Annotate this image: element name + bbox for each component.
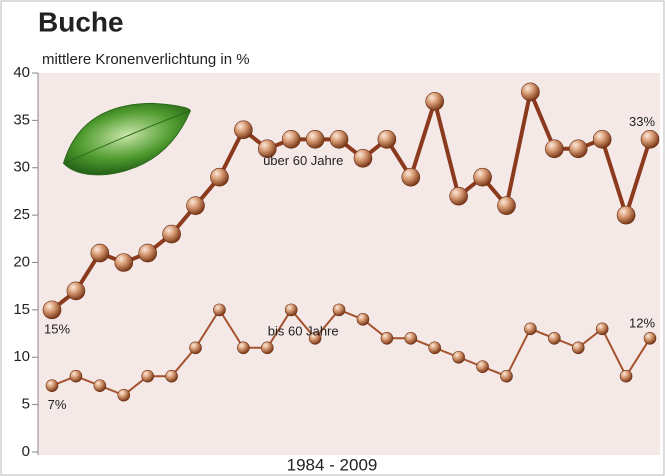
value-label: 12% — [629, 316, 655, 331]
chart-title: Buche — [38, 6, 124, 37]
marker — [237, 341, 250, 355]
marker — [93, 379, 107, 392]
value-label: 33% — [629, 114, 655, 129]
marker — [380, 331, 394, 345]
marker — [521, 82, 540, 102]
marker — [595, 322, 609, 336]
series-label: über 60 Jahre — [263, 153, 343, 168]
marker — [162, 224, 181, 244]
marker — [165, 369, 178, 383]
y-tick-label: 35 — [13, 111, 30, 128]
marker — [308, 331, 322, 345]
marker — [284, 303, 298, 317]
marker — [66, 281, 86, 301]
marker — [500, 369, 513, 383]
marker — [114, 253, 134, 272]
marker — [548, 331, 561, 345]
marker — [281, 130, 301, 149]
marker — [234, 120, 253, 140]
leaf — [62, 102, 191, 176]
marker — [449, 186, 468, 206]
marker — [189, 341, 202, 355]
marker — [305, 130, 325, 149]
series-label: bis 60 Jahre — [268, 323, 339, 338]
marker — [257, 139, 277, 159]
y-tick-label: 0 — [22, 443, 30, 460]
x-axis-label: 1984 - 2009 — [287, 455, 378, 474]
marker — [404, 331, 418, 345]
value-label: 15% — [44, 321, 70, 336]
marker — [90, 243, 110, 263]
marker — [213, 303, 226, 317]
marker — [568, 139, 588, 159]
marker — [329, 130, 349, 149]
value-label: 7% — [48, 397, 67, 412]
y-tick-label: 20 — [13, 253, 30, 270]
marker — [476, 360, 489, 374]
y-tick-label: 5 — [22, 396, 30, 413]
marker — [138, 243, 157, 263]
marker — [497, 196, 516, 215]
marker — [571, 341, 585, 355]
marker — [545, 139, 564, 159]
y-tick-label: 25 — [13, 206, 30, 223]
marker — [69, 369, 83, 383]
marker — [353, 148, 373, 168]
marker — [260, 341, 274, 355]
marker — [643, 331, 657, 345]
marker — [377, 130, 397, 149]
chart-subtitle: mittlere Kronenverlichtung in % — [42, 51, 250, 68]
marker — [616, 205, 636, 225]
marker — [473, 167, 492, 187]
marker — [141, 369, 154, 383]
marker — [45, 379, 59, 392]
marker — [524, 322, 537, 336]
y-tick-label: 15 — [13, 301, 30, 318]
y-tick-label: 10 — [13, 348, 30, 365]
marker — [452, 350, 465, 364]
marker — [210, 167, 229, 187]
y-tick-label: 40 — [13, 64, 30, 81]
marker — [117, 388, 131, 402]
marker — [425, 92, 445, 111]
marker — [42, 300, 62, 320]
marker — [401, 167, 421, 187]
marker — [332, 303, 346, 317]
marker — [428, 341, 442, 355]
marker — [619, 369, 633, 383]
y-tick-label: 30 — [13, 159, 30, 176]
marker — [356, 313, 370, 326]
marker — [640, 130, 660, 149]
marker — [186, 196, 205, 215]
marker — [592, 130, 612, 149]
